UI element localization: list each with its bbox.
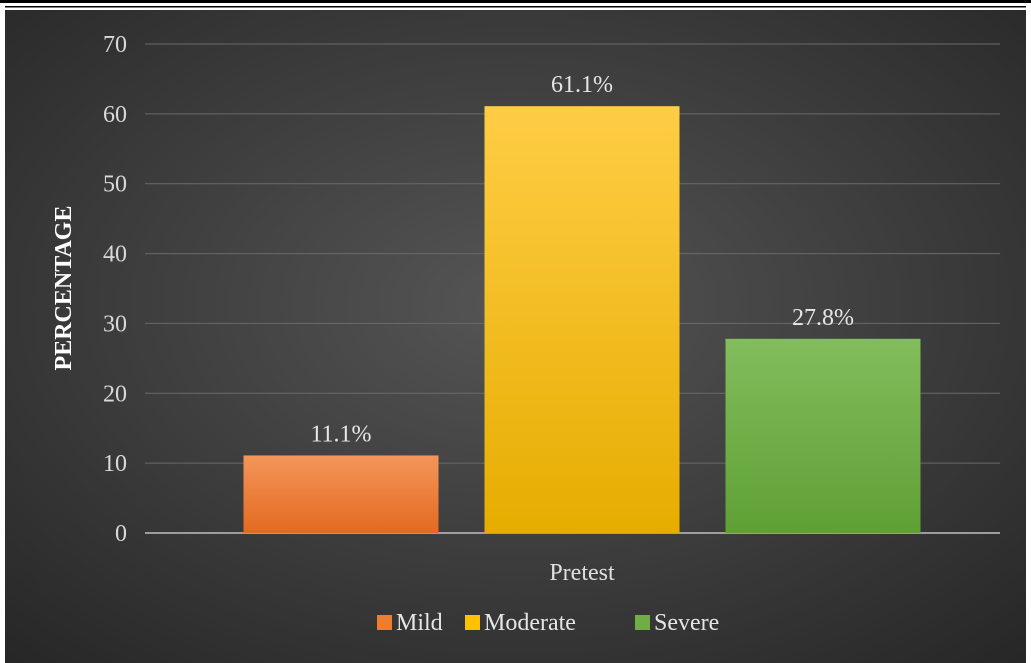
bar-severe: [725, 338, 921, 533]
data-label-moderate: 61.1%: [551, 72, 613, 98]
legend: Mild Moderate Severe: [377, 610, 719, 636]
legend-label-severe: Severe: [654, 610, 719, 636]
y-tick-label: 60: [103, 102, 127, 128]
x-category-label: Pretest: [549, 560, 615, 586]
bars: [243, 106, 921, 534]
y-tick-label: 10: [103, 451, 127, 477]
bar-moderate: [484, 106, 680, 534]
y-tick-label: 70: [103, 32, 127, 58]
legend-label-mild: Mild: [396, 610, 443, 636]
top-border-inner: [5, 6, 1026, 8]
legend-swatch-moderate: [465, 615, 480, 630]
legend-swatch-severe: [635, 615, 650, 630]
data-labels: 11.1% 61.1% 27.8%: [310, 72, 854, 447]
legend-label-moderate: Moderate: [484, 610, 576, 636]
y-tick-label: 50: [103, 172, 127, 198]
legend-swatch-mild: [377, 615, 392, 630]
data-label-mild: 11.1%: [310, 421, 371, 447]
y-tick-labels: 0 10 20 30 40 50 60 70: [103, 32, 127, 547]
data-label-severe: 27.8%: [792, 305, 854, 331]
y-tick-label: 40: [103, 242, 127, 268]
y-tick-label: 30: [103, 311, 127, 337]
y-tick-label: 20: [103, 381, 127, 407]
top-border: [0, 0, 1031, 3]
bar-mild: [243, 455, 439, 533]
y-axis-title: PERCENTAGE: [51, 206, 77, 371]
y-tick-label: 0: [115, 521, 127, 547]
